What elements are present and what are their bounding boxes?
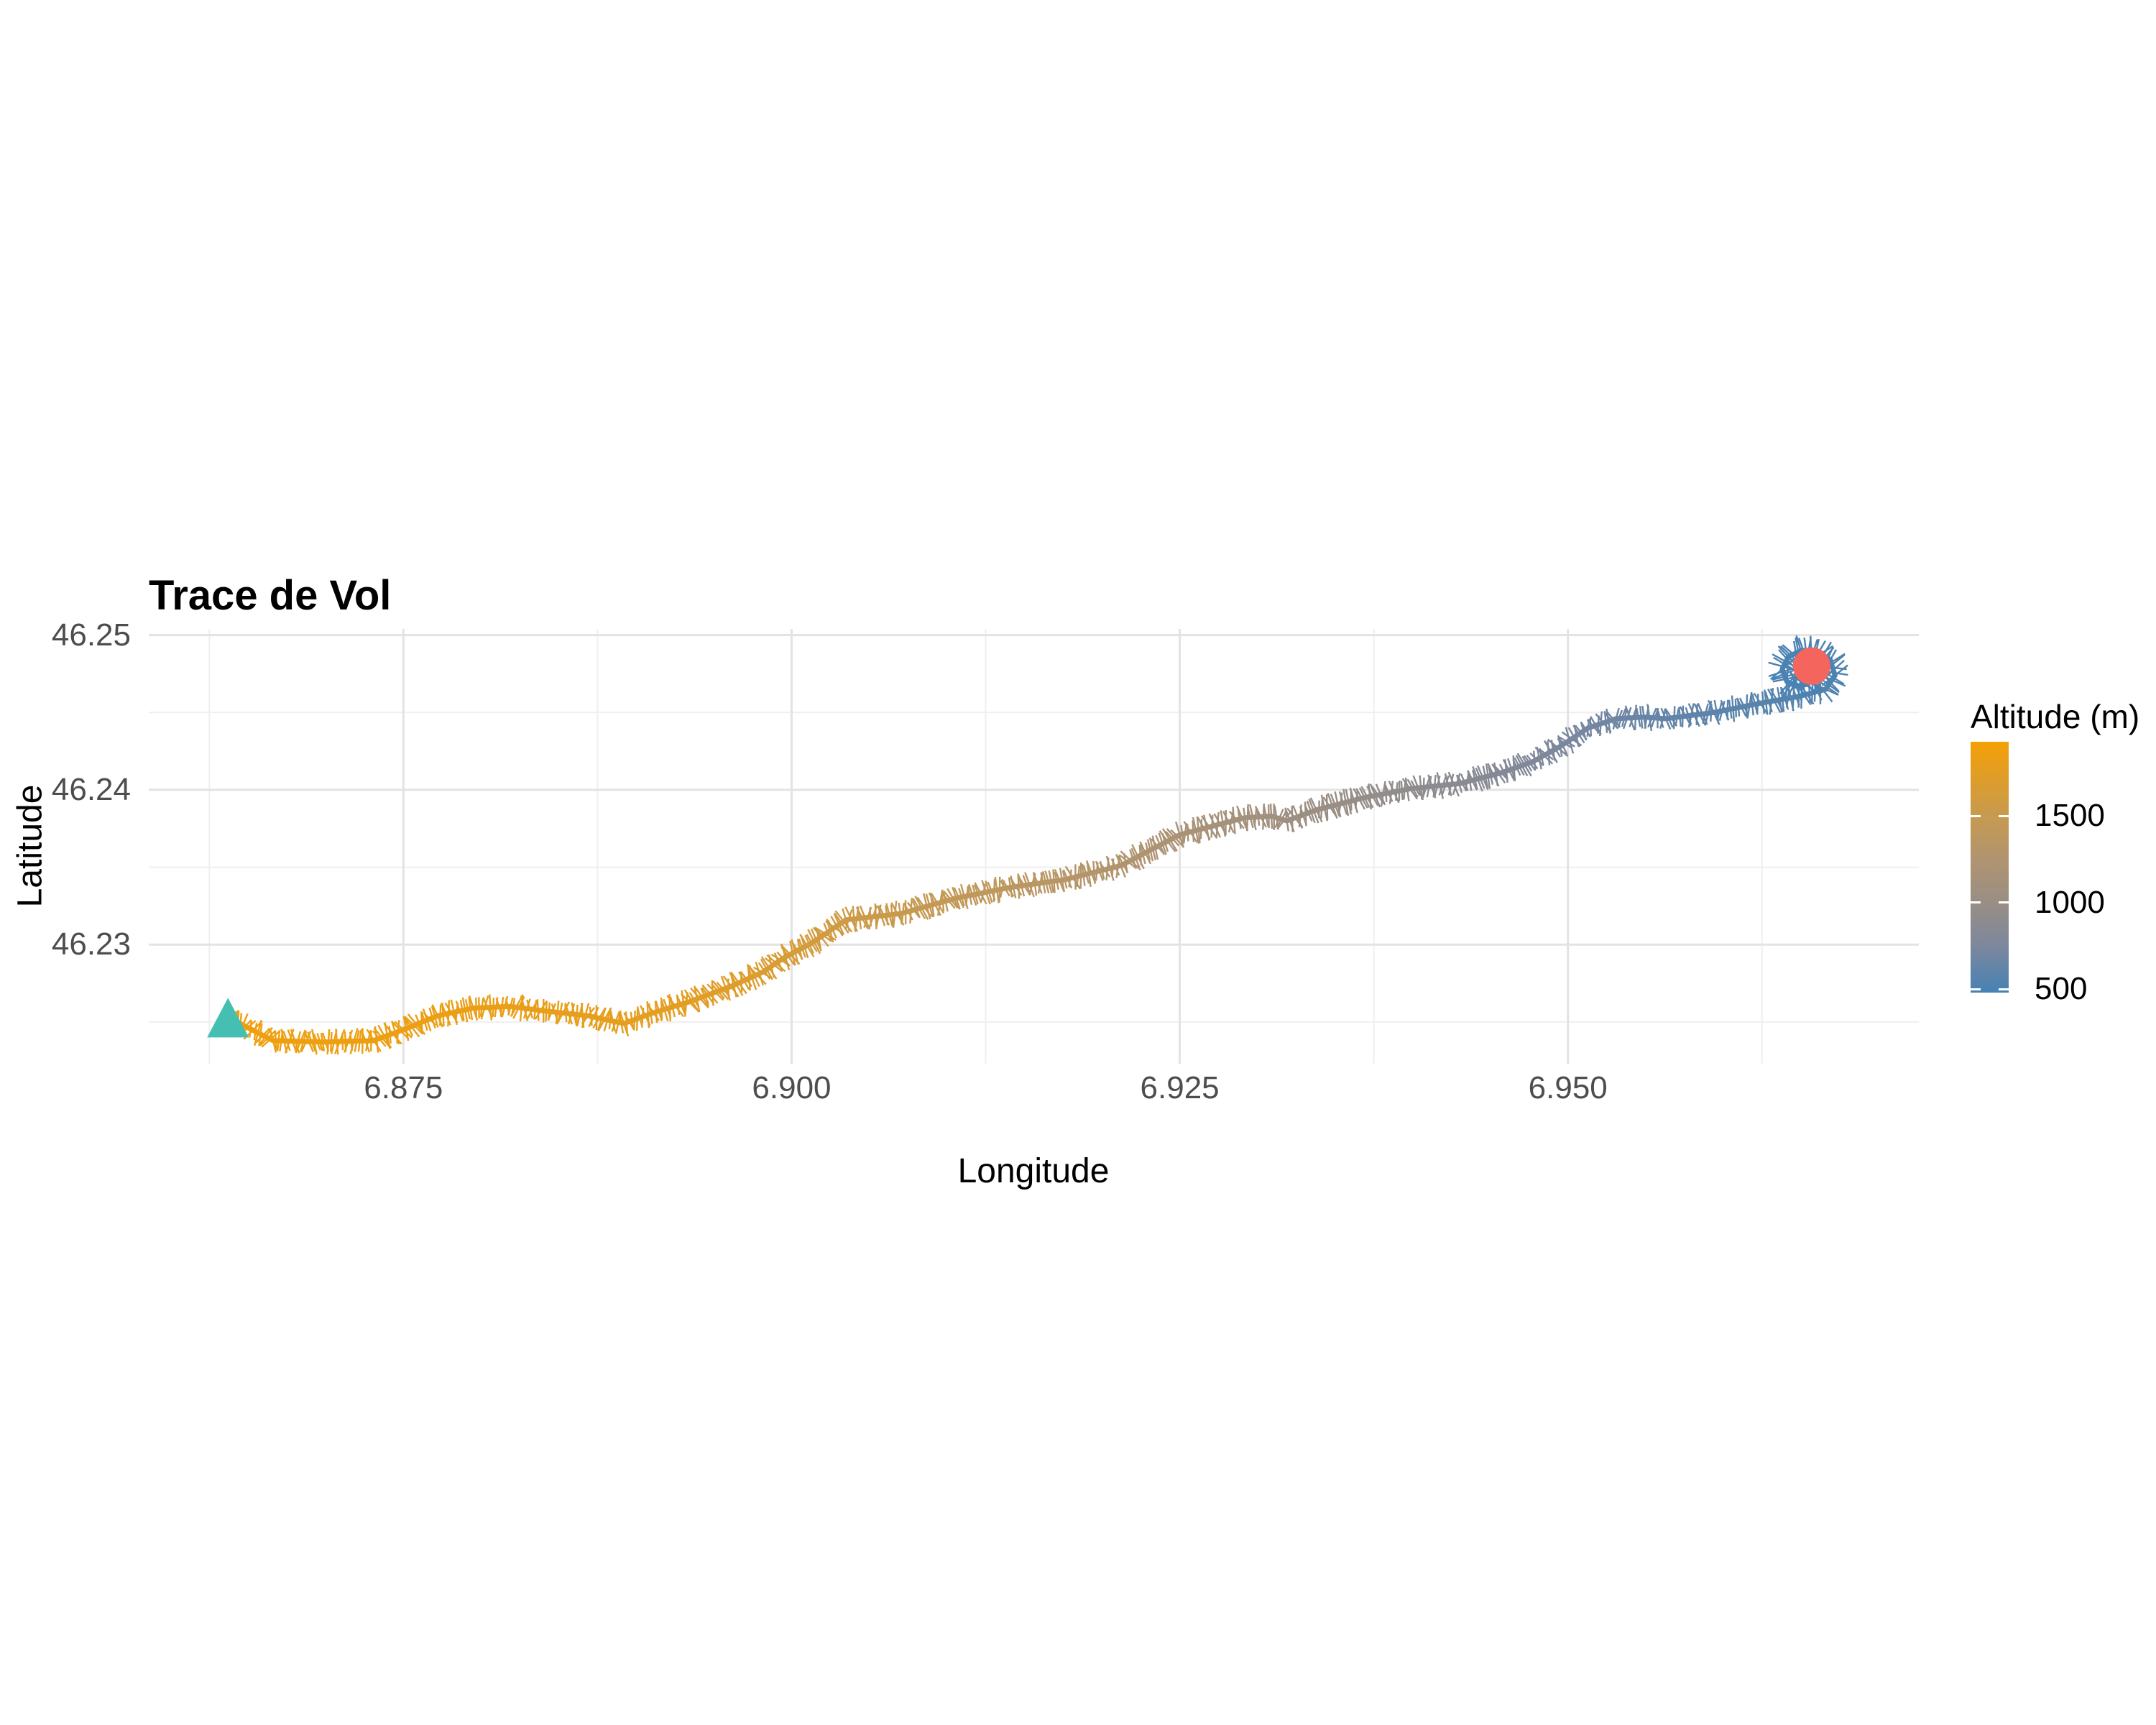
grid-minor	[149, 629, 1919, 1064]
legend-tick-label: 1000	[2035, 884, 2105, 920]
legend-tick-mark	[1999, 988, 2009, 990]
x-axis-title: Longitude	[957, 1152, 1110, 1190]
start-marker	[207, 998, 249, 1038]
y-tick-label: 46.24	[51, 771, 131, 807]
flight-path	[221, 635, 1848, 1055]
x-tick-label: 6.875	[364, 1070, 443, 1105]
x-tick-label: 6.925	[1140, 1070, 1220, 1105]
plot-title: Trace de Vol	[149, 572, 392, 619]
legend-tick-mark	[1999, 814, 2009, 817]
y-tick-label: 46.25	[51, 617, 131, 653]
legend-tick-label: 1500	[2035, 798, 2105, 834]
legend-title: Altitude (m)	[1971, 698, 2140, 735]
x-tick-label: 6.900	[752, 1070, 831, 1105]
legend-tick-mark	[1971, 988, 1981, 990]
x-tick-label: 6.950	[1528, 1070, 1608, 1105]
legend-colorbar	[1971, 742, 2009, 993]
y-axis-title: Latitude	[11, 784, 50, 908]
legend-tick-label: 500	[2035, 971, 2088, 1007]
end-marker	[1792, 647, 1830, 685]
legend-tick-mark	[1971, 814, 1981, 817]
y-tick-label: 46.23	[51, 926, 131, 962]
grid-major	[149, 629, 1919, 1064]
legend-tick-mark	[1971, 901, 1981, 904]
legend-tick-mark	[1999, 901, 2009, 904]
